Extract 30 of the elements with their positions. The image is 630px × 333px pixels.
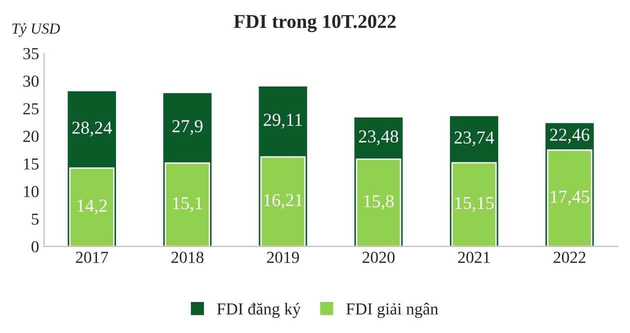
y-axis-title: Tỷ USD	[12, 23, 60, 37]
y-tick-label: 10	[24, 186, 39, 198]
data-label: 22,46	[550, 128, 590, 144]
data-label: 15,1	[173, 197, 202, 212]
x-tick-label: 2021	[458, 252, 490, 264]
data-label: 14,2	[78, 200, 107, 214]
y-tick-label: 30	[23, 76, 39, 87]
x-tick-label: 2020	[362, 252, 395, 264]
x-tick-label: 2017	[76, 252, 108, 264]
legend-label: FDI giải ngân	[346, 302, 438, 318]
legend-label: FDI đăng ký	[217, 302, 301, 318]
data-label: 27,9	[172, 120, 202, 135]
y-tick-label: 15	[24, 158, 39, 170]
data-label: 29,11	[264, 114, 302, 128]
data-label: 28,24	[72, 122, 112, 136]
data-label: 23,74	[454, 132, 494, 146]
chart-title: FDI trong 10T.2022	[234, 14, 396, 32]
data-label: 15,15	[455, 197, 494, 212]
data-label: 16,21	[264, 194, 302, 209]
data-label: 15,8	[364, 195, 394, 210]
y-tick-label: 25	[23, 103, 39, 114]
x-tick-label: 2018	[171, 252, 204, 264]
x-tick-label: 2019	[267, 252, 299, 264]
data-label: 17,45	[550, 190, 590, 206]
x-tick-label: 2022	[554, 252, 586, 264]
y-tick-label: 0	[32, 241, 39, 252]
y-tick-label: 20	[23, 130, 39, 142]
y-tick-label: 5	[32, 214, 39, 225]
y-tick-label: 35	[23, 48, 39, 60]
data-label: 23,48	[359, 130, 398, 146]
